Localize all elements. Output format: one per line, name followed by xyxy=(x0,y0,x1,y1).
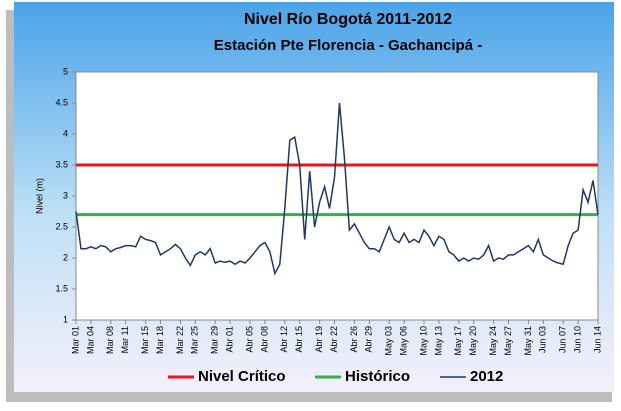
x-tick-label: Abr 12 xyxy=(279,326,289,353)
x-tick-label: May 20 xyxy=(468,326,478,356)
x-tick-label: May 27 xyxy=(503,326,513,356)
x-tick-label: Mar 11 xyxy=(120,326,130,353)
x-tick-label: Mar 01 xyxy=(70,326,80,354)
x-tick-label: Abr 05 xyxy=(244,326,254,353)
legend-label: Histórico xyxy=(345,368,410,385)
x-tick-label: Abr 08 xyxy=(259,326,269,353)
y-axis-label: Nivel (m) xyxy=(34,178,44,214)
y-tick-label: 1 xyxy=(63,314,68,324)
x-tick-label: May 03 xyxy=(384,326,394,356)
y-tick-label: 3 xyxy=(63,190,68,200)
y-tick-label: 2.5 xyxy=(55,221,68,231)
legend-label: Nivel Crítico xyxy=(198,368,286,385)
x-tick-label: Jun 07 xyxy=(558,326,568,353)
x-tick-label: Abr 15 xyxy=(294,326,304,353)
x-tick-label: Mar 08 xyxy=(105,326,115,354)
y-tick-label: 3.5 xyxy=(55,159,68,169)
x-tick-label: Abr 26 xyxy=(349,326,359,353)
data-line xyxy=(75,102,599,276)
y-tick-label: 2 xyxy=(63,252,68,262)
x-tick-label: Mar 18 xyxy=(155,326,165,354)
x-tick-label: May 17 xyxy=(453,326,463,356)
x-tick-label: Abr 01 xyxy=(224,326,234,353)
x-tick-label: Mar 15 xyxy=(140,326,150,354)
x-tick-label: May 10 xyxy=(418,326,428,356)
x-tick-label: Jun 03 xyxy=(538,326,548,353)
x-tick-label: Jun 14 xyxy=(592,326,602,353)
x-tick-label: May 24 xyxy=(488,326,498,356)
x-tick-label: Mar 25 xyxy=(190,326,200,354)
y-tick-label: 4 xyxy=(63,128,68,138)
x-tick-label: Abr 22 xyxy=(329,326,339,353)
chart-subtitle: Estación Pte Florencia - Gachancipá - xyxy=(214,37,482,54)
x-tick-label: May 31 xyxy=(523,326,533,356)
x-tick-label: Abr 19 xyxy=(314,326,324,353)
plot-area xyxy=(75,71,599,321)
legend-label: 2012 xyxy=(470,368,503,385)
y-tick-label: 5 xyxy=(63,66,68,76)
x-tick-label: Mar 22 xyxy=(175,326,185,354)
x-tick-label: May 13 xyxy=(433,326,443,356)
chart-title: Nivel Río Bogotá 2011-2012 xyxy=(244,11,452,28)
x-tick-label: Jun 10 xyxy=(572,326,582,353)
y-tick-label: 4.5 xyxy=(55,97,68,107)
x-tick-label: Abr 29 xyxy=(364,326,374,353)
x-tick-label: May 06 xyxy=(398,326,408,356)
x-tick-label: Mar 04 xyxy=(85,326,95,354)
x-tick-label: Mar 29 xyxy=(210,326,220,354)
y-tick-label: 1.5 xyxy=(55,283,68,293)
